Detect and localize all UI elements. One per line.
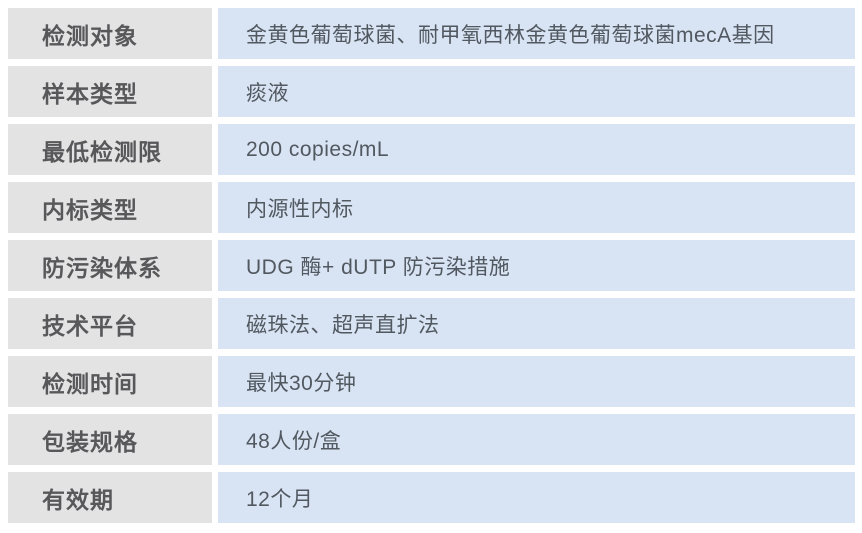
- spec-label: 检测对象: [8, 8, 212, 59]
- spec-label: 有效期: [8, 472, 212, 523]
- table-row: 最低检测限 200 copies/mL: [8, 124, 855, 175]
- table-row: 包装规格 48人份/盒: [8, 414, 855, 465]
- table-row: 样本类型 痰液: [8, 66, 855, 117]
- table-row: 内标类型 内源性内标: [8, 182, 855, 233]
- product-spec-table: 检测对象 金黄色葡萄球菌、耐甲氧西林金黄色葡萄球菌mecA基因 样本类型 痰液 …: [8, 8, 855, 523]
- spec-value: 磁珠法、超声直扩法: [218, 298, 855, 349]
- spec-value: 痰液: [218, 66, 855, 117]
- table-row: 技术平台 磁珠法、超声直扩法: [8, 298, 855, 349]
- spec-label: 技术平台: [8, 298, 212, 349]
- spec-label: 内标类型: [8, 182, 212, 233]
- table-row: 防污染体系 UDG 酶+ dUTP 防污染措施: [8, 240, 855, 291]
- spec-value: 最快30分钟: [218, 356, 855, 407]
- spec-label: 最低检测限: [8, 124, 212, 175]
- table-row: 有效期 12个月: [8, 472, 855, 523]
- spec-value: 200 copies/mL: [218, 124, 855, 175]
- spec-label: 样本类型: [8, 66, 212, 117]
- spec-value: 金黄色葡萄球菌、耐甲氧西林金黄色葡萄球菌mecA基因: [218, 8, 855, 59]
- spec-label: 检测时间: [8, 356, 212, 407]
- spec-value: 内源性内标: [218, 182, 855, 233]
- spec-value: UDG 酶+ dUTP 防污染措施: [218, 240, 855, 291]
- table-row: 检测时间 最快30分钟: [8, 356, 855, 407]
- table-row: 检测对象 金黄色葡萄球菌、耐甲氧西林金黄色葡萄球菌mecA基因: [8, 8, 855, 59]
- spec-label: 防污染体系: [8, 240, 212, 291]
- spec-value: 48人份/盒: [218, 414, 855, 465]
- spec-label: 包装规格: [8, 414, 212, 465]
- spec-value: 12个月: [218, 472, 855, 523]
